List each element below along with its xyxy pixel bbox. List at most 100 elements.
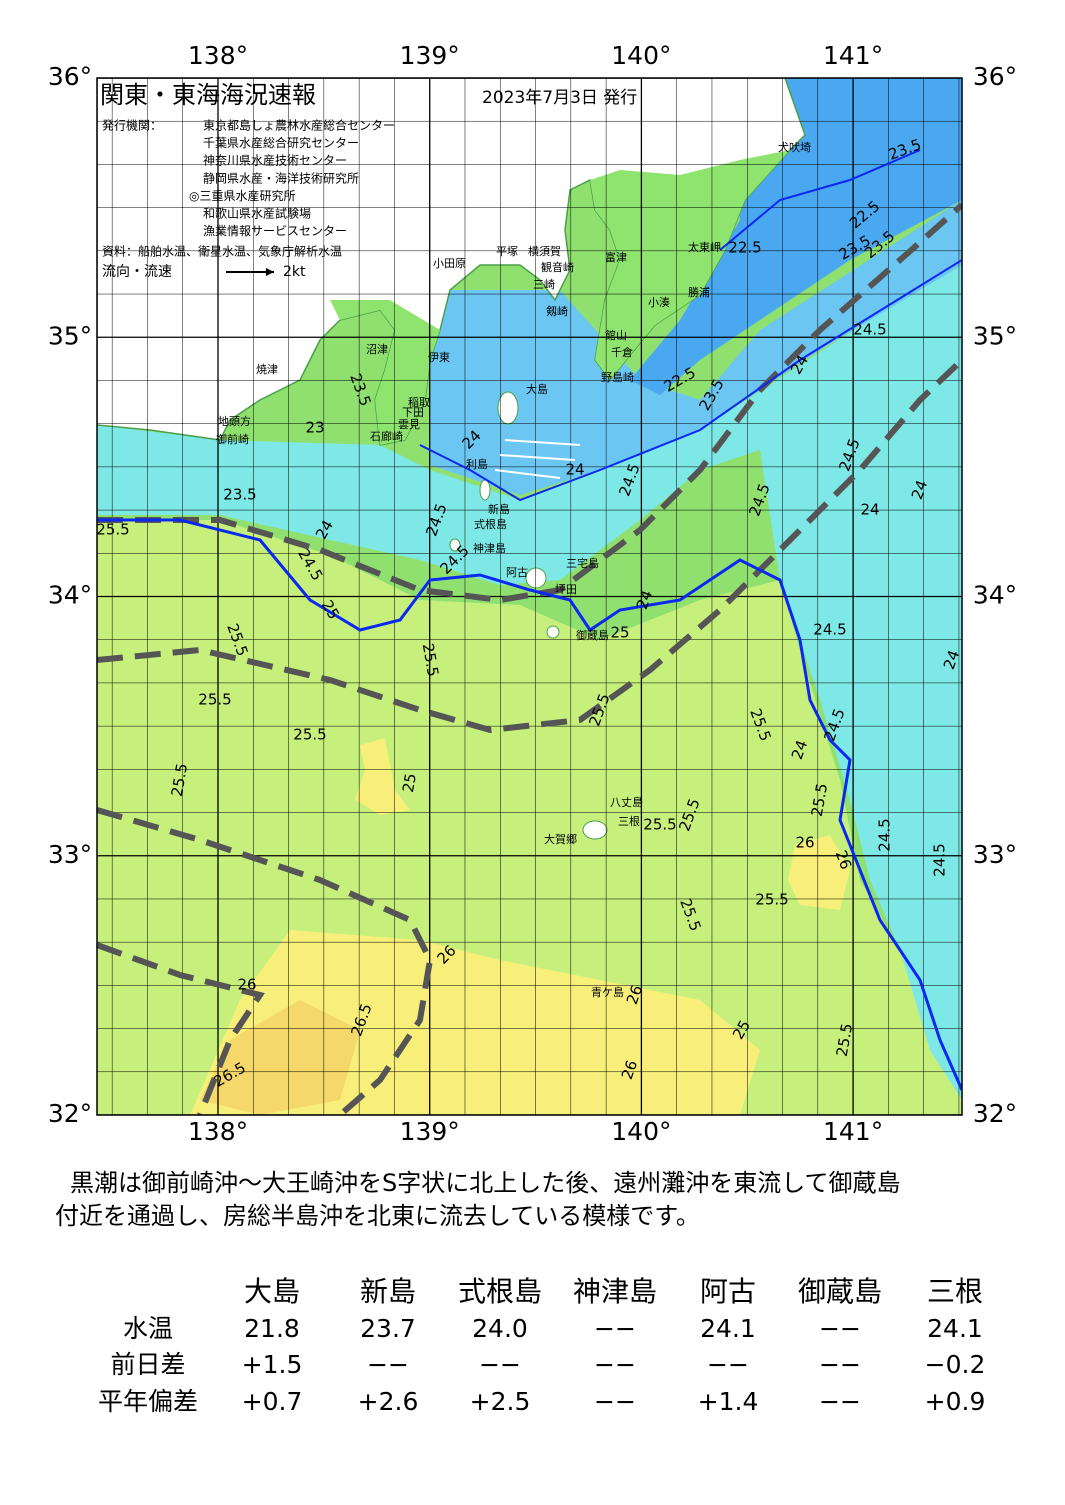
table-header: 式根島 bbox=[458, 1275, 542, 1308]
table-cell: −− bbox=[367, 1350, 409, 1379]
lon-label: 140° bbox=[611, 1117, 671, 1146]
row-label: 平年偏差 bbox=[98, 1387, 198, 1416]
place-name: 御蔵島 bbox=[576, 628, 609, 642]
issuer: 東京都島しょ農林水産総合センター bbox=[203, 118, 395, 133]
lon-label: 139° bbox=[400, 1117, 460, 1146]
issuer: ◎三重県水産研究所 bbox=[189, 188, 295, 203]
table-cell: −− bbox=[594, 1350, 636, 1379]
place-name: 小湊 bbox=[648, 295, 670, 309]
isotherm-line bbox=[719, 149, 921, 251]
table-cell: −− bbox=[594, 1387, 636, 1416]
lon-label: 139° bbox=[400, 41, 460, 70]
table-header: 三根 bbox=[927, 1275, 983, 1308]
place-name: 勝浦 bbox=[688, 285, 710, 299]
isotherm-label: 25.5 bbox=[96, 521, 129, 539]
lon-label: 138° bbox=[188, 1117, 248, 1146]
source: 資料：船舶水温、衛星水温、気象庁解析水温 bbox=[102, 244, 342, 259]
place-name: 焼津 bbox=[256, 363, 278, 376]
lat-label: 35° bbox=[48, 321, 92, 350]
lon-label: 141° bbox=[823, 41, 883, 70]
place-name: 三崎 bbox=[533, 277, 555, 291]
place-name: 太東岬 bbox=[688, 241, 721, 254]
island bbox=[479, 479, 491, 501]
island bbox=[449, 538, 461, 552]
izu-peninsula bbox=[330, 300, 440, 445]
table-cell: 23.7 bbox=[360, 1314, 416, 1343]
place-name: 沼津 bbox=[366, 342, 388, 356]
isotherm-line bbox=[97, 518, 962, 1091]
place-name: 平塚 bbox=[496, 245, 518, 258]
place-name: 伊東 bbox=[428, 351, 450, 364]
table-cell: +0.9 bbox=[925, 1387, 986, 1416]
isotherm-label: 24 bbox=[940, 648, 963, 672]
isotherm-label: 24.5 bbox=[876, 818, 894, 851]
issuer: 和歌山県水産試験場 bbox=[203, 206, 311, 221]
place-name: 式根島 bbox=[474, 517, 507, 531]
description: 黒潮は御前崎沖～大王崎沖をS字状に北上した後、遠州灘沖を東流して御蔵島 bbox=[70, 1169, 901, 1197]
isotherm-label: 26 bbox=[832, 848, 855, 872]
table-cell: −− bbox=[479, 1350, 521, 1379]
place-name: 千倉 bbox=[611, 345, 633, 359]
table-header: 阿古 bbox=[700, 1275, 756, 1308]
warm-eddy bbox=[788, 835, 850, 910]
map-area bbox=[97, 78, 962, 1115]
lat-label: 36° bbox=[973, 62, 1017, 91]
place-name: 地頭方 bbox=[218, 414, 251, 428]
place-name: 石廊崎 bbox=[370, 429, 403, 443]
place-name: 犬吠埼 bbox=[778, 140, 811, 154]
issuer: 神奈川県水産技術センター bbox=[203, 153, 347, 168]
isotherm-label: 25.5 bbox=[198, 691, 231, 709]
lat-label: 32° bbox=[48, 1099, 92, 1128]
issuer-label: 発行機関： bbox=[102, 118, 162, 133]
dashed-line bbox=[97, 807, 434, 1115]
isotherm-label: 26 bbox=[237, 976, 256, 994]
table-cell: +2.5 bbox=[470, 1387, 531, 1416]
place-name: 阿古 bbox=[506, 566, 528, 579]
lat-label: 34° bbox=[48, 581, 92, 610]
issuer: 漁業情報サービスセンター bbox=[203, 224, 347, 238]
isotherm-label: 26 bbox=[795, 834, 814, 852]
lat-label: 34° bbox=[973, 581, 1017, 610]
isotherm-label: 25.5 bbox=[808, 782, 832, 818]
place-name: 神津島 bbox=[473, 541, 506, 555]
lat-label: 33° bbox=[48, 840, 92, 869]
place-name: 横須賀 bbox=[528, 244, 561, 258]
place-name: 野島崎 bbox=[601, 370, 634, 384]
isotherm-label: 24.5 bbox=[931, 843, 949, 876]
isotherm-label: 25.5 bbox=[168, 762, 192, 798]
map-frame bbox=[96, 77, 963, 1116]
place-name: 剱崎 bbox=[546, 304, 568, 318]
table-header: 神津島 bbox=[573, 1275, 657, 1308]
place-name: 八丈島 bbox=[610, 795, 643, 809]
isotherm-label: 24 bbox=[633, 588, 656, 612]
island bbox=[582, 820, 608, 840]
sea-blue bbox=[630, 78, 962, 395]
isotherm-label: 24.5 bbox=[813, 621, 846, 639]
isotherm-label: 23 bbox=[305, 419, 324, 437]
table-cell: 21.8 bbox=[244, 1314, 300, 1343]
isotherm-label: 25.5 bbox=[755, 891, 788, 909]
table-cell: +0.7 bbox=[242, 1387, 303, 1416]
place-name: 三根 bbox=[618, 814, 640, 828]
table-cell: +2.6 bbox=[358, 1387, 419, 1416]
lat-label: 33° bbox=[973, 840, 1017, 869]
lat-label: 35° bbox=[973, 321, 1017, 350]
title: 関東・東海海況速報 bbox=[100, 81, 316, 109]
lon-label: 138° bbox=[188, 41, 248, 70]
warm-eddy bbox=[355, 738, 410, 815]
place-name: 下田 bbox=[402, 406, 424, 419]
isotherm-label: 25.5 bbox=[419, 642, 443, 678]
row-label: 水温 bbox=[123, 1314, 173, 1343]
current-arrows bbox=[494, 439, 581, 479]
place-name: 稲取 bbox=[408, 396, 430, 409]
table-cell: −− bbox=[819, 1387, 861, 1416]
row-label: 前日差 bbox=[110, 1350, 185, 1379]
table-cell: −0.2 bbox=[925, 1350, 986, 1379]
island bbox=[497, 391, 519, 425]
isotherm-label: 22.5 bbox=[728, 239, 761, 257]
table-cell: −− bbox=[819, 1314, 861, 1343]
isotherm-line bbox=[419, 259, 962, 502]
place-name: 青ケ島 bbox=[591, 985, 624, 999]
lat-label: 36° bbox=[48, 62, 92, 91]
